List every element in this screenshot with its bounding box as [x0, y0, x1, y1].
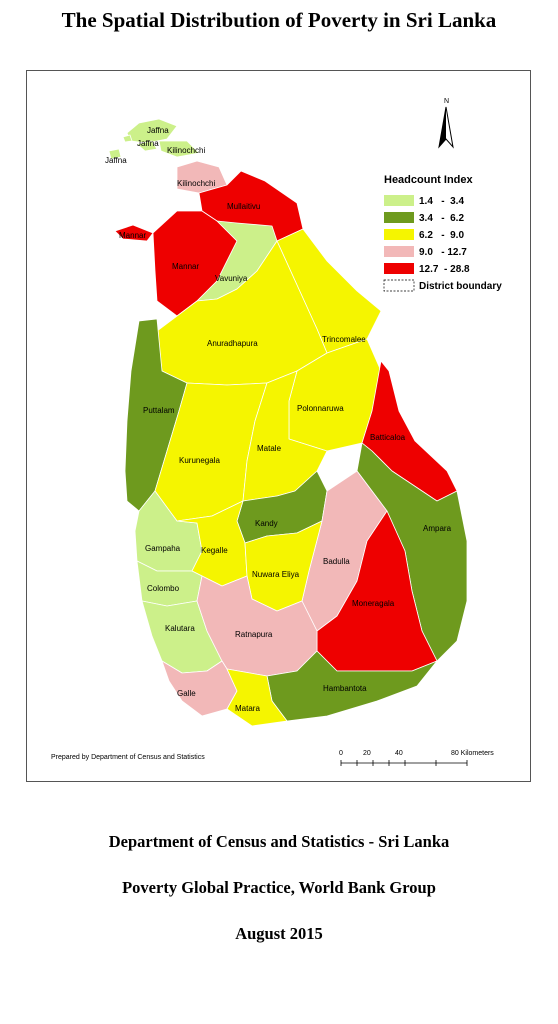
- label-puttalam: Puttalam: [143, 406, 175, 415]
- label-kegalle: Kegalle: [201, 546, 228, 555]
- label-kilinochchi-n: Kilinochchi: [167, 146, 205, 155]
- map-credit: Prepared by Department of Census and Sta…: [51, 754, 205, 761]
- label-jaffna-3: Jaffna: [105, 156, 127, 165]
- scale-tick-80: 80 Kilometers: [451, 750, 494, 757]
- legend-label-1: 1.4 - 3.4: [419, 196, 464, 207]
- footer-line-2: Poverty Global Practice, World Bank Grou…: [122, 878, 436, 897]
- label-ampara: Ampara: [423, 524, 452, 533]
- label-nuwara-eliya: Nuwara Eliya: [252, 570, 300, 579]
- label-trincomalee: Trincomalee: [322, 335, 366, 344]
- label-gampaha: Gampaha: [145, 544, 181, 553]
- district-jaffna: [126, 118, 178, 144]
- label-mannar: Mannar: [172, 262, 199, 271]
- label-polonnaruwa: Polonnaruwa: [297, 404, 344, 413]
- legend-swatch-boundary: [383, 279, 415, 292]
- legend-swatch-3: [384, 229, 414, 240]
- legend-swatch-2: [384, 212, 414, 223]
- north-label: N: [444, 98, 449, 105]
- label-matale: Matale: [257, 444, 282, 453]
- footer-line-3: August 2015: [235, 924, 323, 943]
- legend-label-4: 9.0 - 12.7: [419, 247, 467, 258]
- scale-bar: 0 20 40 80 Kilometers: [339, 750, 494, 766]
- label-mannar-island: Mannar: [119, 231, 146, 240]
- label-mullaitivu: Mullaitivu: [227, 202, 260, 211]
- legend-swatch-5: [384, 263, 414, 274]
- legend-label-boundary: District boundary: [419, 281, 502, 292]
- label-ratnapura: Ratnapura: [235, 630, 273, 639]
- legend-swatch-1: [384, 195, 414, 206]
- label-kurunegala: Kurunegala: [179, 456, 220, 465]
- label-moneragala: Moneragala: [352, 599, 395, 608]
- scale-tick-20: 20: [363, 750, 371, 757]
- label-jaffna-2: Jaffna: [137, 139, 159, 148]
- label-kilinochchi: Kilinochchi: [177, 179, 215, 188]
- district-kilinochchi-n: [158, 140, 200, 158]
- footer-line-1: Department of Census and Statistics - Sr…: [108, 832, 450, 851]
- scale-tick-40: 40: [395, 750, 403, 757]
- map-frame: Jaffna Jaffna Jaffna Kilinochchi Kilinoc…: [26, 70, 531, 782]
- label-matara: Matara: [235, 704, 260, 713]
- label-vavuniya: Vavuniya: [215, 274, 248, 283]
- legend-label-5: 12.7 - 28.8: [419, 264, 470, 275]
- district-mannar-island: [114, 224, 154, 242]
- label-galle: Galle: [177, 689, 196, 698]
- legend-swatch-4: [384, 246, 414, 257]
- legend-label-2: 3.4 - 6.2: [419, 213, 464, 224]
- label-kandy: Kandy: [255, 519, 278, 528]
- label-colombo: Colombo: [147, 584, 180, 593]
- label-kalutara: Kalutara: [165, 624, 195, 633]
- scale-tick-0: 0: [339, 750, 343, 757]
- north-arrow-icon: N: [438, 98, 454, 149]
- label-hambantota: Hambantota: [323, 684, 367, 693]
- map-legend: Headcount Index 1.4 - 3.4 3.4 - 6.2 6.2 …: [383, 174, 502, 292]
- district-jaffna-islands: [108, 134, 158, 160]
- label-badulla: Badulla: [323, 557, 350, 566]
- sri-lanka-map: Jaffna Jaffna Jaffna Kilinochchi Kilinoc…: [51, 98, 502, 766]
- label-batticaloa: Batticaloa: [370, 433, 406, 442]
- label-anuradhapura: Anuradhapura: [207, 339, 258, 348]
- legend-label-3: 6.2 - 9.0: [419, 230, 464, 241]
- label-jaffna-1: Jaffna: [147, 126, 169, 135]
- district-matara: [226, 668, 288, 727]
- page-title: The Spatial Distribution of Poverty in S…: [61, 8, 497, 32]
- legend-title: Headcount Index: [384, 174, 474, 186]
